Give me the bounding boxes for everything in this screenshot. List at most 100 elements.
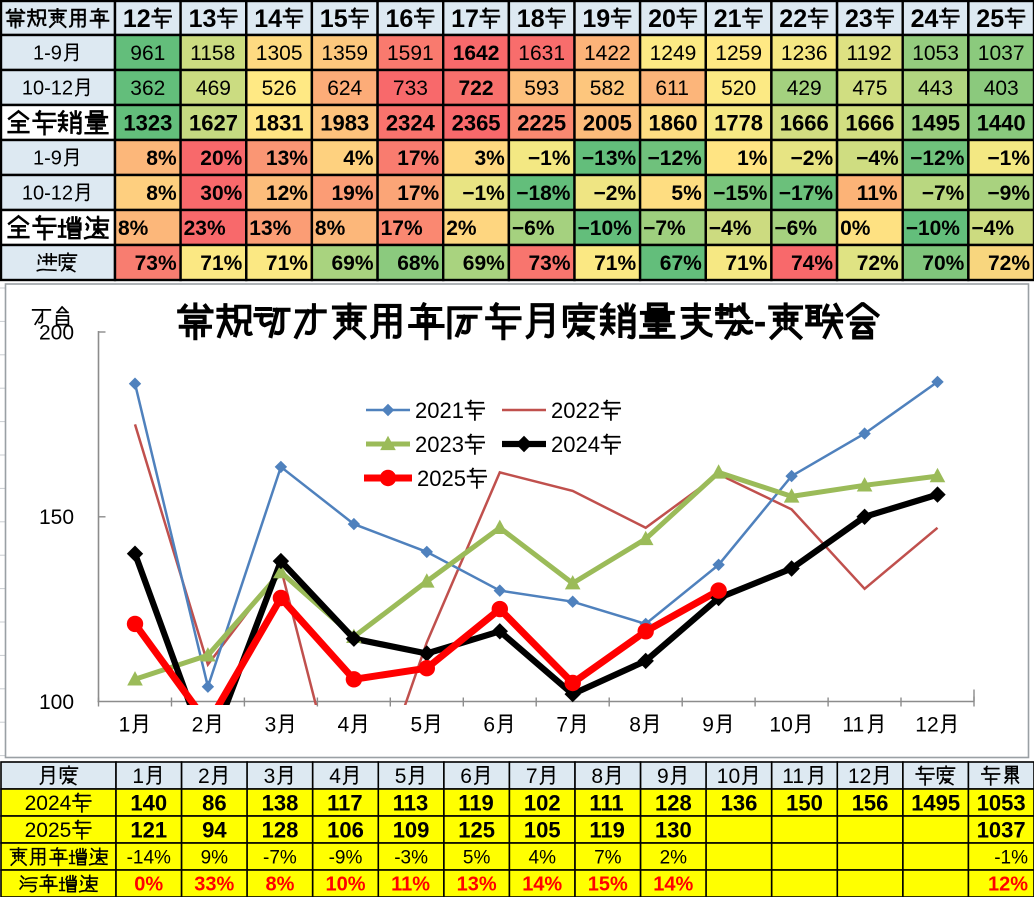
svg-text:4%: 4% bbox=[529, 847, 557, 868]
svg-text:0%: 0% bbox=[840, 217, 871, 240]
svg-text:520: 520 bbox=[721, 77, 756, 100]
svg-text:1037: 1037 bbox=[977, 817, 1026, 842]
svg-text:12%: 12% bbox=[266, 182, 308, 205]
svg-text:−2%: −2% bbox=[594, 182, 637, 205]
svg-text:−4%: −4% bbox=[971, 217, 1014, 240]
svg-text:6: 6 bbox=[460, 765, 472, 788]
svg-text:961: 961 bbox=[130, 42, 165, 65]
svg-text:1%: 1% bbox=[737, 147, 768, 170]
svg-text:1778: 1778 bbox=[714, 110, 763, 135]
svg-text:71%: 71% bbox=[200, 252, 242, 275]
svg-text:429: 429 bbox=[787, 77, 822, 100]
svg-text:2: 2 bbox=[198, 765, 210, 788]
svg-text:117: 117 bbox=[327, 790, 363, 815]
svg-text:13%: 13% bbox=[249, 217, 291, 240]
svg-text:3%: 3% bbox=[475, 147, 506, 170]
svg-text:4%: 4% bbox=[343, 147, 374, 170]
svg-text:25: 25 bbox=[976, 5, 1004, 33]
svg-text:−7%: −7% bbox=[643, 217, 686, 240]
svg-text:73%: 73% bbox=[135, 252, 177, 275]
svg-text:1666: 1666 bbox=[780, 110, 829, 135]
svg-text:10: 10 bbox=[717, 765, 740, 788]
svg-text:14: 14 bbox=[254, 5, 282, 33]
svg-text:8%: 8% bbox=[146, 182, 177, 205]
svg-text:2324: 2324 bbox=[386, 110, 436, 135]
svg-text:20: 20 bbox=[648, 5, 676, 33]
svg-text:23: 23 bbox=[845, 5, 873, 33]
svg-text:−2%: −2% bbox=[791, 147, 834, 170]
svg-text:21: 21 bbox=[714, 5, 742, 33]
svg-text:125: 125 bbox=[458, 817, 495, 842]
svg-text:72%: 72% bbox=[857, 252, 899, 275]
svg-text:17%: 17% bbox=[397, 147, 439, 170]
svg-text:70%: 70% bbox=[922, 252, 964, 275]
svg-text:1: 1 bbox=[132, 765, 144, 788]
svg-text:128: 128 bbox=[262, 817, 299, 842]
svg-text:113: 113 bbox=[393, 790, 429, 815]
svg-text:8%: 8% bbox=[315, 217, 346, 240]
svg-text:1359: 1359 bbox=[321, 42, 368, 65]
svg-text:100: 100 bbox=[39, 691, 74, 714]
svg-text:1627: 1627 bbox=[189, 110, 238, 135]
svg-text:9%: 9% bbox=[201, 847, 229, 868]
svg-text:4: 4 bbox=[338, 714, 350, 737]
svg-text:9: 9 bbox=[657, 765, 669, 788]
svg-text:1860: 1860 bbox=[649, 110, 698, 135]
svg-text:−1%: −1% bbox=[462, 182, 505, 205]
svg-text:13: 13 bbox=[189, 5, 217, 33]
svg-text:1158: 1158 bbox=[190, 42, 235, 65]
svg-text:71%: 71% bbox=[266, 252, 308, 275]
svg-text:−4%: −4% bbox=[709, 217, 752, 240]
svg-text:2024: 2024 bbox=[25, 792, 72, 815]
svg-text:526: 526 bbox=[262, 77, 297, 100]
svg-text:86: 86 bbox=[202, 790, 226, 815]
svg-text:1495: 1495 bbox=[911, 110, 960, 135]
svg-text:2%: 2% bbox=[660, 847, 688, 868]
svg-text:1192: 1192 bbox=[847, 42, 892, 65]
svg-text:−18%: −18% bbox=[516, 182, 571, 205]
svg-text:−10%: −10% bbox=[578, 217, 633, 240]
svg-text:−6%: −6% bbox=[512, 217, 555, 240]
svg-text:12%: 12% bbox=[988, 874, 1028, 896]
svg-text:1053: 1053 bbox=[977, 790, 1026, 815]
svg-text:17: 17 bbox=[451, 5, 479, 33]
svg-text:74%: 74% bbox=[791, 252, 833, 275]
svg-text:4: 4 bbox=[329, 765, 341, 788]
svg-text:−12%: −12% bbox=[910, 147, 965, 170]
svg-text:0%: 0% bbox=[134, 874, 163, 896]
svg-text:156: 156 bbox=[852, 790, 889, 815]
svg-text:8%: 8% bbox=[118, 217, 149, 240]
svg-text:17%: 17% bbox=[397, 182, 439, 205]
svg-text:1591: 1591 bbox=[387, 42, 434, 65]
svg-text:2023: 2023 bbox=[415, 432, 464, 457]
svg-text:1037: 1037 bbox=[978, 42, 1025, 65]
svg-text:19: 19 bbox=[582, 5, 610, 33]
svg-text:-14%: -14% bbox=[127, 847, 171, 868]
svg-text:1-9: 1-9 bbox=[33, 43, 62, 65]
svg-text:94: 94 bbox=[202, 817, 227, 842]
svg-text:1323: 1323 bbox=[123, 110, 172, 135]
svg-text:22: 22 bbox=[779, 5, 807, 33]
svg-text:150: 150 bbox=[786, 790, 823, 815]
svg-text:2021: 2021 bbox=[415, 398, 464, 423]
svg-text:2025: 2025 bbox=[25, 819, 72, 842]
svg-text:15: 15 bbox=[320, 5, 348, 33]
svg-text:11%: 11% bbox=[857, 182, 898, 205]
svg-text:12: 12 bbox=[915, 714, 938, 737]
svg-text:8: 8 bbox=[591, 765, 603, 788]
svg-text:106: 106 bbox=[327, 817, 364, 842]
svg-text:33%: 33% bbox=[194, 874, 234, 896]
svg-text:1422: 1422 bbox=[584, 42, 631, 65]
svg-text:3: 3 bbox=[264, 765, 276, 788]
svg-text:16: 16 bbox=[386, 5, 414, 33]
svg-text:-3%: -3% bbox=[394, 847, 428, 868]
svg-text:733: 733 bbox=[393, 77, 428, 100]
svg-text:7: 7 bbox=[526, 765, 538, 788]
svg-text:362: 362 bbox=[130, 77, 165, 100]
svg-text:128: 128 bbox=[655, 790, 692, 815]
svg-text:10-12: 10-12 bbox=[22, 78, 73, 100]
svg-text:5%: 5% bbox=[463, 847, 491, 868]
svg-text:10-12: 10-12 bbox=[22, 183, 73, 205]
svg-text:1666: 1666 bbox=[845, 110, 894, 135]
svg-text:2: 2 bbox=[192, 714, 204, 737]
